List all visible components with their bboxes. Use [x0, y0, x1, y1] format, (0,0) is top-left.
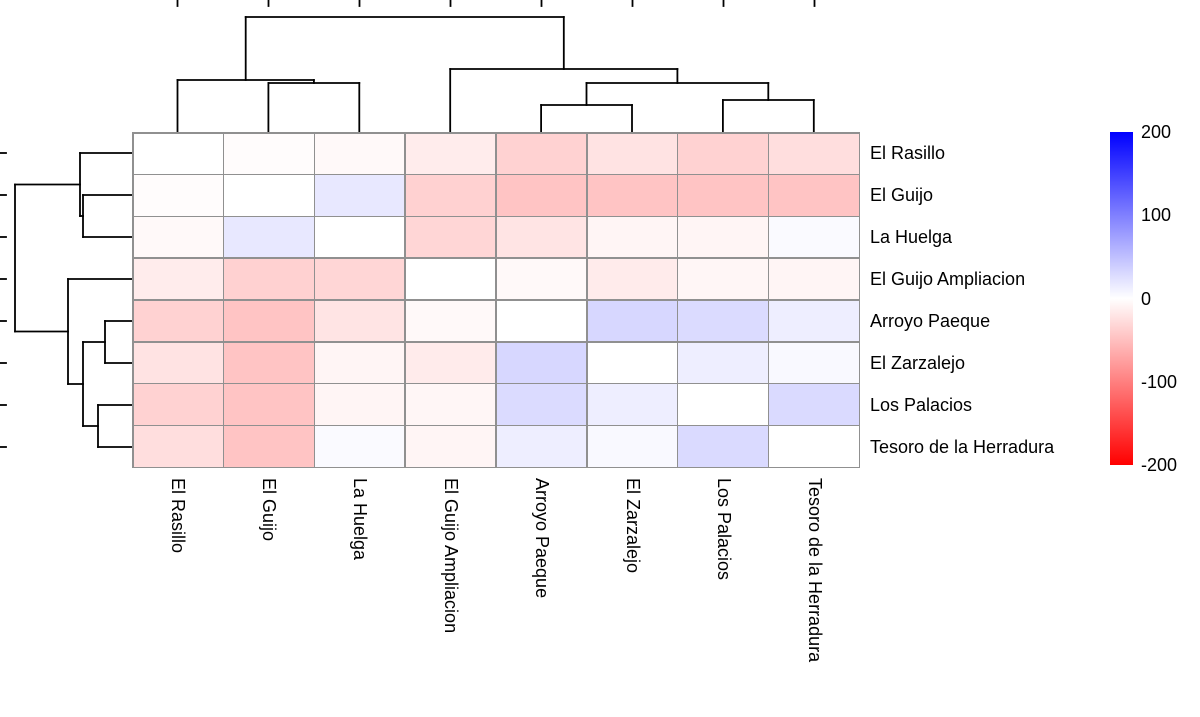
col-label: El Guijo — [259, 478, 279, 542]
heatmap-cell — [769, 300, 859, 342]
heatmap-cell — [496, 300, 587, 342]
heatmap-cell — [405, 175, 496, 216]
heatmap-cell — [496, 133, 587, 174]
heatmap-cell — [769, 258, 859, 300]
heatmap-cell — [315, 426, 405, 467]
colorbar-tick-label: -200 — [1141, 455, 1178, 475]
heatmap-cell — [678, 133, 768, 174]
heatmap-cell — [405, 217, 496, 258]
heatmap-cell — [587, 175, 677, 216]
col-label: El Zarzalejo — [623, 478, 643, 574]
heatmap-cell — [769, 217, 859, 258]
heatmap-cell — [405, 133, 496, 174]
heatmap-cell — [224, 342, 314, 383]
col-label-slot: Arroyo Paeque — [496, 478, 587, 598]
heatmap-cell — [133, 258, 223, 300]
heatmap-cell — [769, 133, 859, 174]
heatmap-cell — [496, 342, 587, 383]
col-label-slot: El Zarzalejo — [587, 478, 678, 573]
heatmap-cell — [678, 258, 768, 300]
heatmap-cell — [315, 300, 405, 342]
heatmap-cell — [133, 426, 223, 467]
row-label: El Rasillo — [870, 143, 946, 163]
heatmap-cell — [678, 384, 768, 425]
heatmap-grid — [132, 132, 860, 468]
heatmap-cell — [224, 133, 314, 174]
heatmap-cell — [496, 217, 587, 258]
heatmap-cell — [315, 217, 405, 258]
heatmap-cell — [769, 175, 859, 216]
heatmap-cell — [405, 300, 496, 342]
heatmap-cell — [587, 342, 677, 383]
heatmap-cell — [224, 258, 314, 300]
heatmap-cell — [587, 426, 677, 467]
colorbar-gradient — [1110, 132, 1133, 465]
col-label-slot: El Rasillo — [132, 478, 223, 553]
heatmap-cell — [224, 175, 314, 216]
col-label-slot: El Guijo Ampliacion — [405, 478, 496, 633]
heatmap-cell — [224, 217, 314, 258]
heatmap-cell — [224, 384, 314, 425]
heatmap-cell — [315, 258, 405, 300]
heatmap-cell — [224, 300, 314, 342]
row-label: Tesoro de la Herradura — [870, 437, 1055, 457]
heatmap-cell — [133, 175, 223, 216]
heatmap-cell — [678, 426, 768, 467]
heatmap-cell — [587, 258, 677, 300]
heatmap-cell — [315, 342, 405, 383]
row-label: El Guijo — [870, 185, 934, 205]
heatmap-cell — [133, 133, 223, 174]
heatmap-cell — [769, 384, 859, 425]
col-label: El Rasillo — [168, 478, 188, 554]
col-label: Los Palacios — [714, 478, 734, 581]
col-label-slot: Los Palacios — [678, 478, 769, 580]
row-label: La Huelga — [870, 227, 953, 247]
col-label-slot: La Huelga — [314, 478, 405, 560]
heatmap-cell — [587, 384, 677, 425]
heatmap-cell — [678, 217, 768, 258]
heatmap-cell — [405, 342, 496, 383]
heatmap-cell — [496, 258, 587, 300]
heatmap-cell — [587, 217, 677, 258]
col-label-slot: Tesoro de la Herradura — [769, 478, 860, 662]
heatmap-cell — [405, 384, 496, 425]
heatmap-cell — [133, 384, 223, 425]
heatmap-cell — [496, 426, 587, 467]
row-label: Arroyo Paeque — [870, 311, 991, 331]
col-label-slot: El Guijo — [223, 478, 314, 541]
colorbar-tick-label: -100 — [1141, 371, 1178, 392]
heatmap-cell — [315, 133, 405, 174]
heatmap-cell — [315, 175, 405, 216]
row-label: El Guijo Ampliacion — [870, 269, 1026, 289]
heatmap-cell — [315, 384, 405, 425]
heatmap-cell — [678, 175, 768, 216]
col-label: La Huelga — [350, 478, 370, 561]
colorbar-tick-label: 0 — [1141, 288, 1152, 309]
heatmap-cell — [678, 300, 768, 342]
heatmap-cell — [496, 175, 587, 216]
heatmap-cell — [405, 258, 496, 300]
heatmap-cell — [405, 426, 496, 467]
heatmap-cell — [769, 426, 859, 467]
row-label: Los Palacios — [870, 395, 973, 415]
colorbar-tick-label: 100 — [1141, 205, 1172, 226]
heatmap-cell — [133, 217, 223, 258]
heatmap-cell — [133, 342, 223, 383]
col-label: El Guijo Ampliacion — [441, 478, 461, 634]
row-label: El Zarzalejo — [870, 353, 966, 373]
heatmap-cell — [678, 342, 768, 383]
heatmap-cell — [587, 133, 677, 174]
col-label: Arroyo Paeque — [532, 478, 552, 599]
col-label: Tesoro de la Herradura — [805, 478, 825, 663]
heatmap-cell — [496, 384, 587, 425]
heatmap-cell — [224, 426, 314, 467]
heatmap-cell — [587, 300, 677, 342]
heatmap-cell — [769, 342, 859, 383]
colorbar-tick-label: 200 — [1141, 122, 1172, 142]
heatmap-cell — [133, 300, 223, 342]
